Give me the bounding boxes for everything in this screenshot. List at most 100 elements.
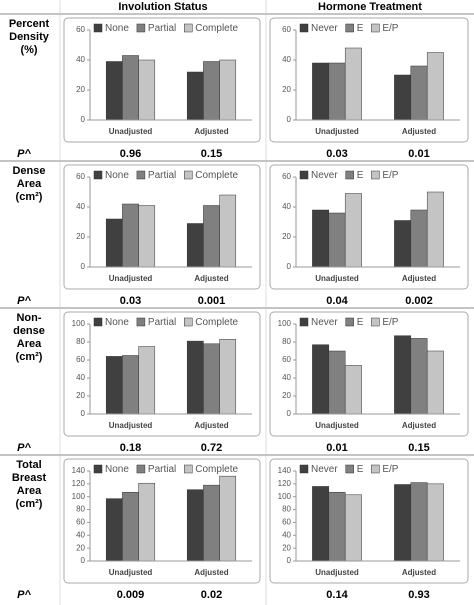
legend-label: E/P xyxy=(382,23,398,34)
bar xyxy=(426,191,444,268)
legend-label: E xyxy=(357,170,364,181)
p-value: 0.01 xyxy=(408,148,429,160)
row-label: Total Breast Area (cm²) xyxy=(11,459,47,510)
legend-label: Partial xyxy=(148,464,176,475)
x-tick-label: Adjusted xyxy=(402,127,436,136)
y-tick-label: 0 xyxy=(287,409,292,418)
legend-swatch xyxy=(136,317,146,327)
bar xyxy=(328,350,346,415)
y-tick-label: 40 xyxy=(76,202,85,211)
bar xyxy=(203,484,220,562)
y-tick-label: 20 xyxy=(76,391,85,400)
p-value: 0.72 xyxy=(201,442,222,454)
p-value: 0.14 xyxy=(326,589,348,601)
x-tick-label: Adjusted xyxy=(402,421,436,430)
chart-frame xyxy=(63,311,261,437)
x-tick-label: Unadjusted xyxy=(315,127,359,136)
legend-swatch xyxy=(371,170,380,180)
y-tick-label: 0 xyxy=(81,556,86,565)
x-tick-label: Adjusted xyxy=(194,421,228,430)
y-tick-label: 100 xyxy=(278,319,292,328)
bar xyxy=(122,355,139,415)
y-tick-label: 60 xyxy=(282,355,291,364)
p-value: 0.001 xyxy=(198,295,226,307)
bar xyxy=(219,59,237,121)
legend-label: Complete xyxy=(195,170,238,181)
legend-label: E/P xyxy=(382,317,398,328)
y-tick-label: 100 xyxy=(72,492,86,501)
column-header: Hormone Treatment xyxy=(318,1,422,13)
bar xyxy=(328,62,346,121)
bar xyxy=(312,344,330,415)
y-tick-label: 40 xyxy=(76,55,85,64)
bar xyxy=(394,335,412,415)
chart-frame xyxy=(269,458,469,584)
y-tick-label: 100 xyxy=(72,319,86,328)
y-tick-label: 140 xyxy=(278,466,292,475)
p-value: 0.03 xyxy=(326,148,347,160)
x-tick-label: Unadjusted xyxy=(109,127,153,136)
y-tick-label: 0 xyxy=(81,262,86,271)
legend-swatch xyxy=(371,23,380,33)
x-tick-label: Adjusted xyxy=(194,568,228,577)
y-tick-label: 60 xyxy=(76,355,85,364)
bar xyxy=(344,365,362,415)
y-tick-label: 20 xyxy=(76,543,85,552)
x-tick-label: Unadjusted xyxy=(315,274,359,283)
legend-label: None xyxy=(105,317,129,328)
legend-swatch xyxy=(345,464,354,474)
legend-label: Never xyxy=(311,170,338,181)
bar xyxy=(344,47,362,121)
bar xyxy=(138,59,156,121)
bar xyxy=(203,343,220,415)
bar xyxy=(105,218,123,268)
bar xyxy=(186,223,204,268)
bar xyxy=(394,74,412,121)
x-tick-label: Adjusted xyxy=(402,568,436,577)
bar xyxy=(312,209,330,268)
y-tick-label: 40 xyxy=(282,373,291,382)
bar xyxy=(122,491,139,562)
y-tick-label: 80 xyxy=(76,505,85,514)
y-tick-label: 40 xyxy=(76,373,85,382)
legend-swatch xyxy=(299,23,309,33)
bar xyxy=(344,494,362,562)
y-tick-label: 0 xyxy=(287,262,292,271)
legend-label: E xyxy=(357,317,364,328)
p-value: 0.01 xyxy=(326,442,347,454)
legend-label: E/P xyxy=(382,464,398,475)
legend-label: None xyxy=(105,464,129,475)
y-tick-label: 0 xyxy=(287,115,292,124)
x-tick-label: Unadjusted xyxy=(315,568,359,577)
bar xyxy=(312,486,330,562)
legend-label: None xyxy=(105,170,129,181)
legend-swatch xyxy=(93,170,103,180)
row-label: Dense Area (cm²) xyxy=(12,165,46,203)
y-tick-label: 60 xyxy=(282,172,291,181)
legend-swatch xyxy=(93,464,103,474)
y-tick-label: 20 xyxy=(76,232,85,241)
chart-frame xyxy=(63,458,261,584)
x-tick-label: Unadjusted xyxy=(109,274,153,283)
y-tick-label: 80 xyxy=(282,505,291,514)
bar xyxy=(219,194,237,268)
y-tick-label: 60 xyxy=(76,25,85,34)
bar xyxy=(410,482,428,562)
legend-swatch xyxy=(184,464,193,474)
legend-label: Complete xyxy=(195,464,238,475)
legend-swatch xyxy=(345,170,354,180)
y-tick-label: 120 xyxy=(72,479,86,488)
row-label: Non-dense Area (cm²) xyxy=(13,312,45,363)
bar xyxy=(105,356,123,415)
bar xyxy=(410,65,428,121)
chart-frame xyxy=(63,17,261,143)
legend-swatch xyxy=(184,23,193,33)
legend-swatch xyxy=(345,23,354,33)
bar xyxy=(203,205,220,268)
legend-label: Partial xyxy=(148,170,176,181)
bar xyxy=(122,55,139,121)
bar xyxy=(426,350,444,415)
p-label: P^ xyxy=(17,442,31,454)
